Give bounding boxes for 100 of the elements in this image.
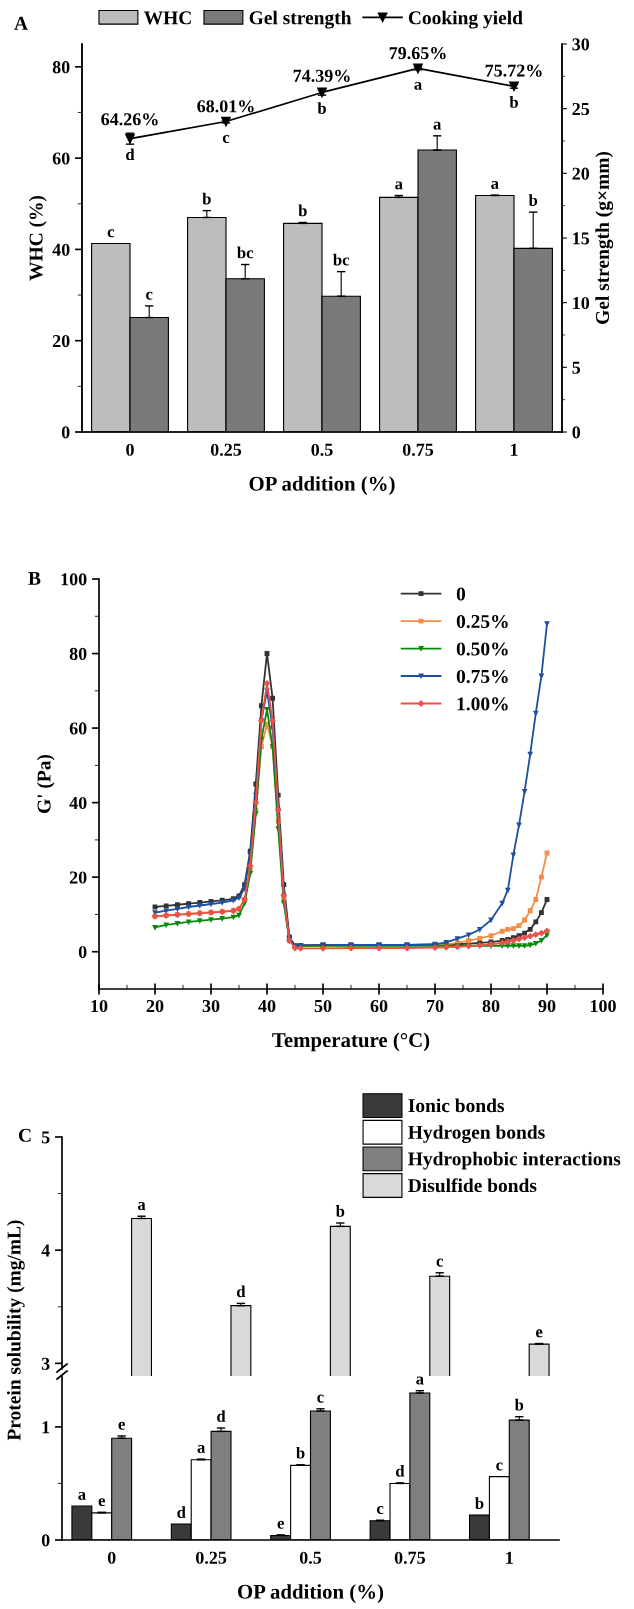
- y2-tick-label: 30: [572, 38, 590, 51]
- x-tick-label: 1: [506, 1551, 513, 1564]
- data-label: b: [298, 204, 307, 217]
- legend-label: 0: [456, 587, 466, 601]
- data-label: c: [107, 229, 115, 238]
- data-label: a: [137, 1202, 146, 1211]
- annotation: c: [222, 134, 230, 143]
- y-tick-label: 0: [41, 1534, 50, 1547]
- chart-title: C: [18, 1128, 31, 1142]
- y-tick-label: 5: [41, 1131, 50, 1144]
- y2-tick-label: 25: [572, 102, 590, 116]
- legend-label: Ionic bonds: [408, 1098, 505, 1113]
- y-axis-title: G' (Pa): [36, 754, 55, 814]
- data-label: e: [277, 1520, 284, 1529]
- x-axis-title: OP addition (%): [238, 1584, 384, 1604]
- data-label: d: [396, 1464, 405, 1477]
- x-tick-label: 70: [427, 999, 444, 1013]
- y-tick-label: 80: [69, 647, 87, 660]
- data-label: c: [436, 1258, 443, 1267]
- data-label: 64.26%: [101, 113, 158, 126]
- y2-tick-label: 15: [573, 232, 590, 245]
- y-tick-label: 1: [42, 1421, 50, 1434]
- data-label: b: [296, 1446, 305, 1459]
- x-tick-label: 0.25: [195, 1551, 227, 1564]
- annotation: b: [509, 96, 518, 108]
- legend-label: 0.75%: [456, 669, 508, 684]
- y2-tick-label: 0: [572, 426, 581, 439]
- data-label: a: [395, 181, 403, 190]
- data-label: e: [98, 1498, 106, 1507]
- legend-label: WHC: [143, 11, 191, 25]
- data-label: a: [197, 1444, 206, 1453]
- x-tick-label: 1: [510, 443, 518, 456]
- data-label: c: [496, 1462, 503, 1471]
- data-label: d: [217, 1410, 226, 1422]
- x-tick-label: 0.5: [311, 443, 333, 456]
- x-tick-label: 80: [482, 999, 500, 1013]
- data-label: 79.65%: [389, 47, 446, 60]
- y2-tick-label: 5: [572, 361, 581, 374]
- data-label: c: [376, 1506, 384, 1515]
- x-axis-title: Temperature (°C): [272, 1032, 430, 1052]
- y-tick-label: 40: [69, 796, 87, 810]
- x-tick-label: 30: [202, 999, 220, 1013]
- y-axis-title: WHC (%): [28, 195, 47, 281]
- annotation: a: [414, 81, 422, 90]
- y-tick-label: 4: [41, 1244, 50, 1257]
- y2-axis-title: Gel strength (g×mm): [595, 151, 614, 324]
- x-tick-label: 0.5: [299, 1551, 322, 1564]
- x-tick-label: 0: [126, 443, 134, 456]
- x-tick-label: 0.75: [394, 1551, 426, 1564]
- x-tick-label: 60: [370, 999, 388, 1013]
- legend-label: 0.50%: [456, 642, 508, 656]
- chart-title: A: [14, 16, 28, 30]
- data-label: e: [535, 1329, 543, 1338]
- data-label: b: [335, 1205, 345, 1217]
- legend-label: 0.25%: [456, 614, 508, 629]
- annotation: d: [126, 148, 135, 161]
- data-label: b: [475, 1497, 484, 1509]
- data-label: a: [433, 121, 442, 130]
- legend-label: Cooking yield: [408, 10, 523, 29]
- y-tick-label: 60: [52, 152, 70, 165]
- y2-tick-label: 20: [572, 167, 590, 180]
- legend-label: Gel strength: [249, 10, 352, 29]
- x-tick-label: 40: [258, 999, 276, 1013]
- data-label: 68.01%: [197, 100, 254, 113]
- data-label: d: [236, 1285, 246, 1298]
- data-label: d: [177, 1506, 186, 1518]
- legend-label: Hydrogen bonds: [408, 1125, 545, 1143]
- y-tick-label: 3: [41, 1357, 50, 1370]
- x-tick-label: 0.75: [402, 443, 434, 456]
- data-label: 75.72%: [485, 64, 542, 77]
- x-tick-label: 90: [538, 999, 556, 1013]
- x-tick-label: 0.25: [210, 443, 242, 456]
- y-tick-label: 80: [52, 61, 70, 74]
- annotation: b: [317, 102, 326, 114]
- y-tick-label: 20: [69, 871, 87, 884]
- legend-label: Hydrophobic interactions: [408, 1151, 621, 1170]
- data-label: b: [528, 194, 538, 206]
- data-label: bc: [333, 253, 350, 266]
- y2-tick-label: 10: [573, 296, 590, 310]
- data-label: 74.39%: [293, 69, 350, 82]
- data-label: e: [118, 1421, 125, 1430]
- y-axis-title: Protein solubility (mg/mL): [6, 1220, 25, 1441]
- y-tick-label: 100: [61, 573, 87, 586]
- data-label: a: [491, 180, 499, 189]
- y-tick-label: 0: [61, 426, 70, 439]
- data-label: a: [416, 1376, 424, 1385]
- y-tick-label: 40: [52, 243, 70, 256]
- x-tick-label: 100: [590, 999, 616, 1013]
- legend-label: Disulfide bonds: [408, 1178, 537, 1193]
- x-axis-title: OP addition (%): [249, 476, 395, 496]
- data-label: bc: [237, 246, 254, 259]
- data-label: c: [317, 1394, 324, 1403]
- legend-label: 1.00%: [457, 697, 508, 711]
- data-label: b: [202, 192, 211, 205]
- y-tick-label: 20: [52, 334, 70, 348]
- x-tick-label: 50: [314, 999, 332, 1013]
- x-tick-label: 0: [107, 1551, 116, 1564]
- y-tick-label: 60: [69, 722, 87, 735]
- data-label: c: [146, 291, 153, 300]
- chart-title: B: [28, 571, 41, 585]
